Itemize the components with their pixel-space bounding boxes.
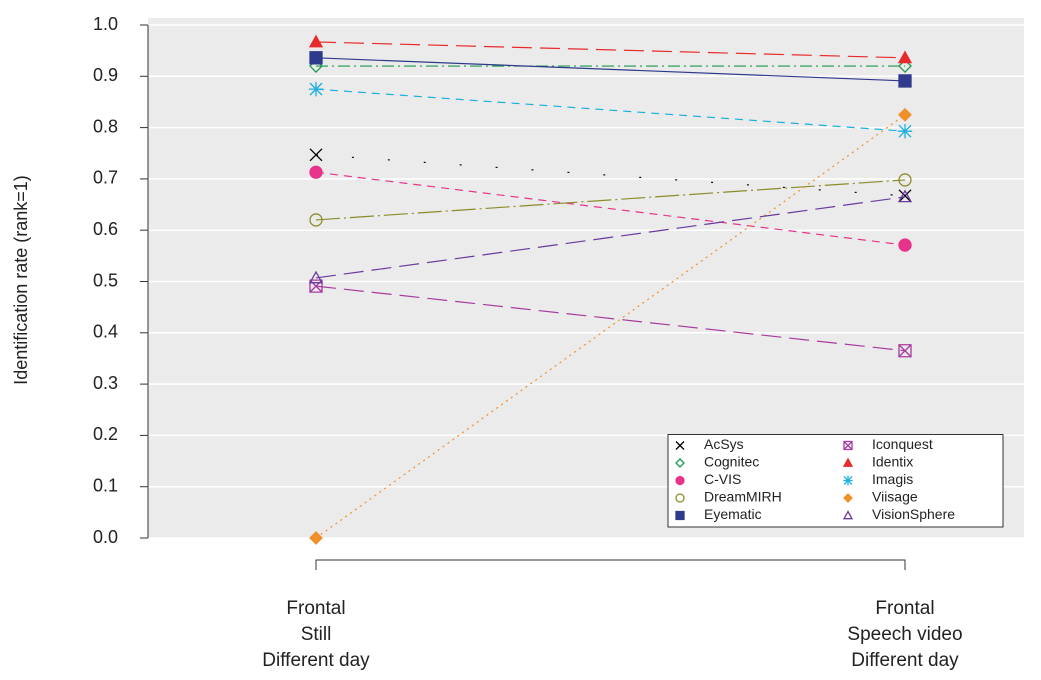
x-tick-label: Still: [301, 624, 332, 645]
data-point: [308, 270, 324, 284]
data-point: [308, 81, 324, 97]
data-point: [309, 213, 323, 227]
legend-marker: [675, 475, 685, 486]
legend-marker: [843, 440, 853, 451]
data-point: [308, 34, 324, 48]
data-point: [897, 123, 913, 139]
y-tick-label: 0.3: [93, 373, 118, 393]
x-tick-label: Frontal: [875, 598, 934, 619]
x-tick-label: Different day: [851, 650, 959, 671]
data-point: [309, 531, 323, 545]
y-axis-label: Identification rate (rank=1): [11, 175, 31, 385]
legend-label: Iconquest: [872, 436, 933, 452]
y-tick-label: 0.6: [93, 219, 118, 239]
legend-label: C-VIS: [704, 471, 741, 487]
legend-label: Viisage: [872, 489, 918, 505]
x-axis-bracket: [315, 559, 906, 570]
series-line: [315, 196, 906, 279]
legend-label: Cognitec: [704, 454, 759, 470]
legend-label: Identix: [872, 454, 913, 470]
data-point: [898, 189, 912, 203]
legend-marker: [842, 457, 854, 467]
data-point: [897, 50, 913, 64]
data-point: [898, 74, 912, 88]
y-tick-label: 0.5: [93, 270, 118, 290]
y-tick-label: 0.9: [93, 65, 118, 85]
y-tick-label: 0.0: [93, 527, 118, 547]
data-point: [898, 238, 912, 252]
legend-marker: [675, 493, 685, 503]
y-tick-label: 0.2: [93, 424, 118, 444]
series-line: [315, 171, 906, 246]
series-line: [315, 114, 906, 539]
legend-marker: [843, 493, 853, 503]
data-point: [897, 189, 913, 203]
legend-marker: [675, 441, 685, 450]
legend-label: AcSys: [704, 436, 744, 452]
x-tick-label: Frontal: [286, 598, 345, 619]
legend-marker: [675, 458, 685, 468]
y-tick-label: 0.8: [93, 116, 118, 136]
series-line: [315, 88, 906, 132]
legend-label: VisionSphere: [872, 506, 955, 522]
series-line: [315, 41, 906, 59]
y-tick-label: 0.4: [93, 322, 118, 342]
data-point: [309, 51, 323, 65]
series-line: [315, 57, 906, 82]
data-point: [898, 59, 912, 73]
legend-box: [667, 434, 1004, 528]
legend-label: DreamMIRH: [704, 489, 782, 505]
data-point: [898, 173, 912, 187]
series-line: [315, 285, 906, 352]
data-point: [309, 148, 323, 162]
legend-label: Imagis: [872, 471, 913, 487]
legend-marker: [675, 510, 685, 521]
series-line: [315, 179, 906, 221]
y-tick-label: 0.7: [93, 168, 118, 188]
y-tick-label: 0.1: [93, 475, 118, 495]
data-point: [898, 107, 912, 122]
x-tick-label: Speech video: [847, 624, 962, 645]
x-tick-label: Different day: [262, 650, 370, 671]
data-point: [898, 344, 912, 358]
legend-marker: [843, 475, 853, 486]
legend-marker: [842, 510, 854, 520]
y-tick-label: 1.0: [93, 14, 118, 34]
data-point: [309, 165, 323, 179]
legend-label: Eyematic: [704, 506, 762, 522]
